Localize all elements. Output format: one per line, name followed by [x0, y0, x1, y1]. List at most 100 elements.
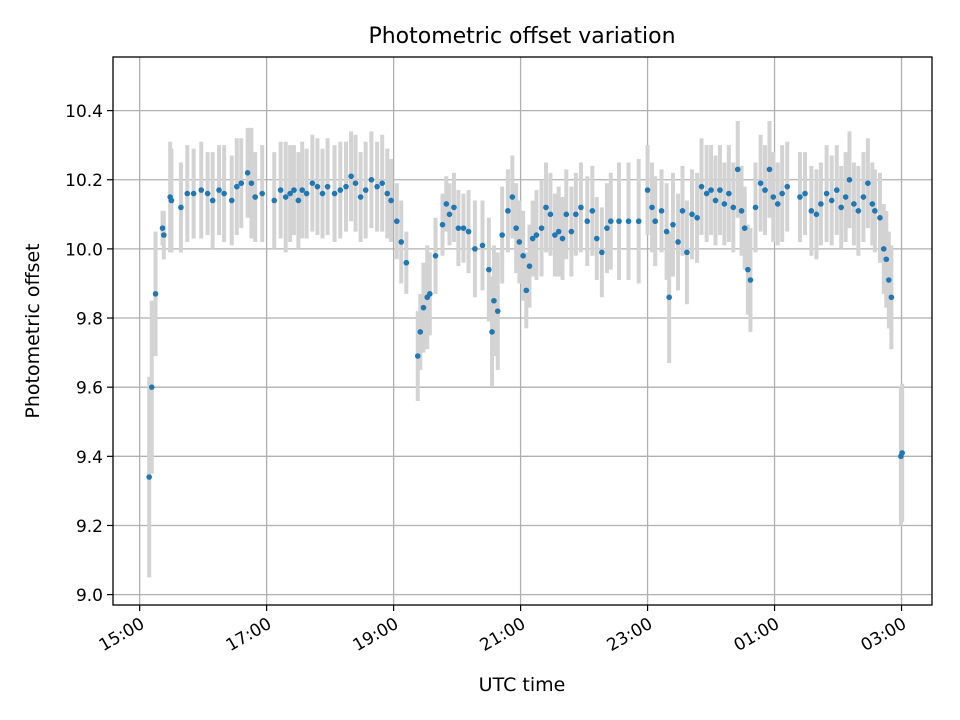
data-point	[520, 253, 526, 259]
y-tick-label: 9.6	[76, 379, 103, 399]
data-point	[299, 187, 305, 193]
data-point	[198, 187, 205, 193]
data-point	[616, 218, 622, 225]
data-point	[797, 194, 803, 200]
y-axis-label: Photometric offset	[22, 243, 44, 418]
data-point	[184, 190, 191, 197]
data-point	[721, 201, 728, 207]
data-point	[666, 294, 672, 301]
data-point	[472, 246, 478, 252]
data-point	[741, 225, 748, 231]
data-point	[828, 197, 835, 204]
data-point	[509, 194, 516, 200]
data-point	[734, 166, 741, 173]
data-point	[712, 197, 719, 204]
data-point	[752, 204, 759, 211]
data-point	[228, 197, 235, 204]
y-tick-label: 9.8	[76, 310, 103, 330]
data-point	[698, 183, 705, 190]
data-point	[899, 450, 905, 456]
data-point	[314, 183, 321, 190]
data-point	[877, 214, 883, 221]
data-point	[337, 187, 344, 193]
data-point	[543, 204, 549, 211]
y-tick-label: 9.0	[76, 586, 103, 606]
data-point	[309, 180, 316, 186]
data-point	[343, 183, 349, 190]
data-point	[869, 201, 876, 207]
plot-frame	[112, 56, 933, 606]
data-point	[766, 166, 773, 173]
data-point	[855, 208, 862, 214]
data-point	[505, 208, 511, 214]
data-point	[259, 190, 265, 197]
data-point	[838, 204, 845, 211]
data-point	[745, 266, 751, 273]
data-point	[533, 232, 540, 238]
data-point	[808, 208, 815, 214]
chart-title: Photometric offset variation	[368, 24, 675, 49]
y-tick-label: 10.0	[65, 240, 103, 260]
data-point	[573, 211, 579, 218]
data-point	[886, 277, 892, 283]
data-point	[563, 211, 570, 218]
data-point	[625, 218, 632, 225]
data-point	[427, 291, 433, 297]
data-points	[146, 166, 905, 480]
data-point	[663, 228, 670, 235]
data-point	[747, 277, 754, 283]
data-point	[244, 170, 251, 176]
data-point	[802, 190, 808, 197]
data-point	[146, 474, 152, 480]
data-point	[880, 246, 887, 252]
data-point	[379, 180, 385, 186]
data-point	[675, 239, 681, 245]
data-point	[331, 190, 338, 197]
data-point	[287, 190, 293, 197]
data-point	[398, 239, 405, 245]
data-point	[271, 197, 278, 204]
data-point	[670, 221, 676, 228]
data-point	[221, 190, 227, 197]
data-point	[770, 194, 777, 200]
data-point	[523, 287, 530, 294]
data-point	[277, 187, 284, 193]
data-point	[291, 187, 297, 193]
data-point	[604, 225, 610, 231]
data-point	[420, 304, 427, 311]
data-point	[238, 180, 245, 186]
data-point	[738, 208, 745, 214]
data-point	[649, 204, 655, 211]
data-point	[726, 190, 732, 197]
data-point	[818, 201, 824, 207]
data-point	[703, 190, 710, 197]
data-point	[607, 218, 614, 225]
data-point	[593, 235, 600, 242]
data-point	[684, 249, 690, 256]
data-point	[248, 180, 255, 186]
data-point	[813, 211, 820, 218]
data-point	[547, 211, 554, 218]
data-point	[357, 194, 364, 200]
data-point	[652, 218, 658, 225]
y-tick-label: 10.2	[65, 171, 103, 191]
data-point	[578, 204, 584, 211]
data-point	[451, 204, 457, 211]
data-point	[465, 228, 472, 235]
data-point	[374, 183, 380, 190]
data-point	[846, 176, 853, 183]
data-point	[872, 208, 878, 214]
data-point	[403, 259, 410, 266]
data-point	[160, 232, 167, 238]
data-point	[324, 183, 331, 190]
data-point	[479, 242, 486, 249]
data-point	[513, 225, 519, 231]
data-point	[443, 201, 450, 207]
data-point	[319, 190, 326, 197]
data-point	[708, 187, 714, 193]
data-point	[851, 201, 857, 207]
data-point	[414, 353, 421, 359]
data-point	[757, 180, 764, 186]
